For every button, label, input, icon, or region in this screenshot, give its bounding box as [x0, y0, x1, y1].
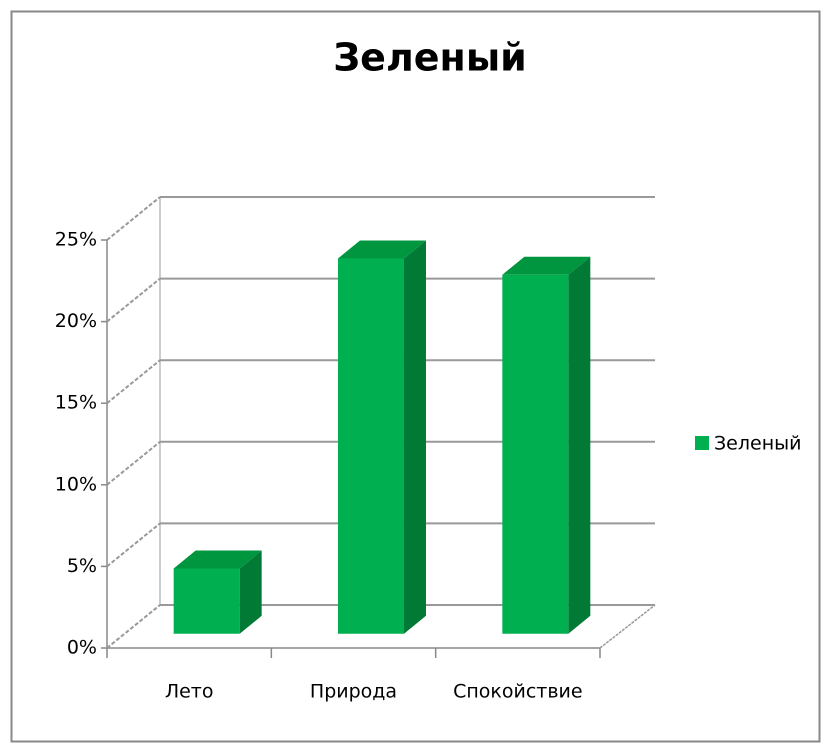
grid-line [106, 277, 161, 323]
chart-border [10, 10, 821, 743]
x-tick-label: Спокойствие [453, 681, 583, 703]
y-tick-label: 15% [55, 392, 97, 414]
y-tick-label: 20% [55, 310, 97, 332]
y-tick-label: 25% [55, 229, 97, 251]
x-tick-label: Природа [310, 681, 397, 703]
bar-front [337, 258, 404, 634]
legend-label: Зеленый [714, 433, 801, 455]
bar-front [173, 568, 240, 634]
legend-swatch [695, 436, 709, 450]
bar [173, 550, 262, 634]
y-tick-label: 10% [55, 473, 97, 495]
bar-top [502, 256, 591, 275]
x-tick-label: Лето [165, 681, 214, 703]
bar [337, 240, 426, 634]
grid-line [106, 522, 161, 568]
grid-line [106, 359, 161, 404]
bar-front [502, 274, 569, 634]
y-tick-label: 0% [67, 637, 97, 659]
bar-side [403, 240, 426, 634]
grid-line [106, 196, 161, 241]
bar-side [568, 256, 591, 634]
chart-title: Зеленый [333, 36, 527, 80]
floor-edge [599, 604, 656, 649]
bar-top [173, 550, 262, 569]
bar-top [337, 240, 426, 259]
grid-line [106, 604, 161, 649]
bar-side [239, 550, 262, 634]
y-tick-label: 5% [67, 555, 97, 577]
grid-line [106, 441, 161, 486]
bar [502, 256, 591, 634]
